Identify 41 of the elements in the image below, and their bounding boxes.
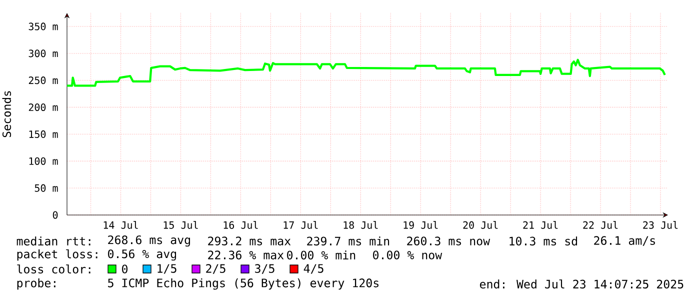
x-tick-label: 18 Jul	[344, 221, 378, 229]
x-tick-label: 15 Jul	[164, 221, 198, 229]
legend-label: 4/5	[304, 264, 324, 274]
text: 239.7 ms min	[307, 236, 390, 246]
x-tick-label: 16 Jul	[224, 221, 258, 229]
legend-label: 1/5	[158, 264, 176, 274]
text: 293.2 ms max	[208, 236, 291, 246]
y-tick-label: 200 m	[28, 103, 58, 112]
text: 22.36 % max	[208, 250, 284, 260]
y-tick-label: 350 m	[28, 22, 58, 30]
text: 260.3 ms now	[407, 236, 490, 246]
x-tick-label: 22 Jul	[583, 221, 618, 229]
text: 0.00 % now	[373, 250, 442, 260]
x-tick-label: 19 Jul	[404, 221, 438, 229]
text: 0.56 % avg	[108, 249, 176, 261]
y-tick-label: 150 m	[29, 130, 58, 138]
text: packet loss:	[17, 249, 98, 261]
text: end: Wed Jul 23 14:07:25 2025	[480, 279, 684, 289]
legend-label: 3/5	[255, 264, 274, 274]
text: probe:	[17, 278, 56, 290]
line-series	[67, 58, 666, 87]
text: 5 ICMP Echo Pings (56 Bytes) every 120s	[108, 278, 378, 290]
text: 0.00 % min	[287, 250, 356, 260]
y-tick-label: 300 m	[28, 50, 58, 58]
x-tick-label: 14 Jul	[104, 221, 138, 229]
y-tick-label: 250 m	[28, 76, 58, 84]
y-tick-label: 0	[52, 211, 58, 219]
text: 26.1 am/s	[594, 236, 655, 246]
y-axis-title: Seconds	[2, 91, 12, 138]
text: median rtt:	[16, 236, 90, 246]
legend-title: loss color:	[17, 264, 90, 274]
x-tick-label: 23 Jul	[643, 221, 678, 229]
x-tick-label: 20 Jul	[463, 221, 498, 229]
legend-label: 2/5	[206, 264, 226, 274]
x-tick-label: 17 Jul	[284, 221, 318, 229]
y-tick-label: 100 m	[29, 157, 58, 165]
x-tick-label: 21 Jul	[523, 221, 558, 229]
y-tick-label: 50 m	[34, 184, 58, 192]
text: 10.3 ms sd	[510, 236, 578, 246]
legend-label: 0	[122, 264, 128, 274]
text: 268.6 ms avg	[108, 235, 190, 247]
